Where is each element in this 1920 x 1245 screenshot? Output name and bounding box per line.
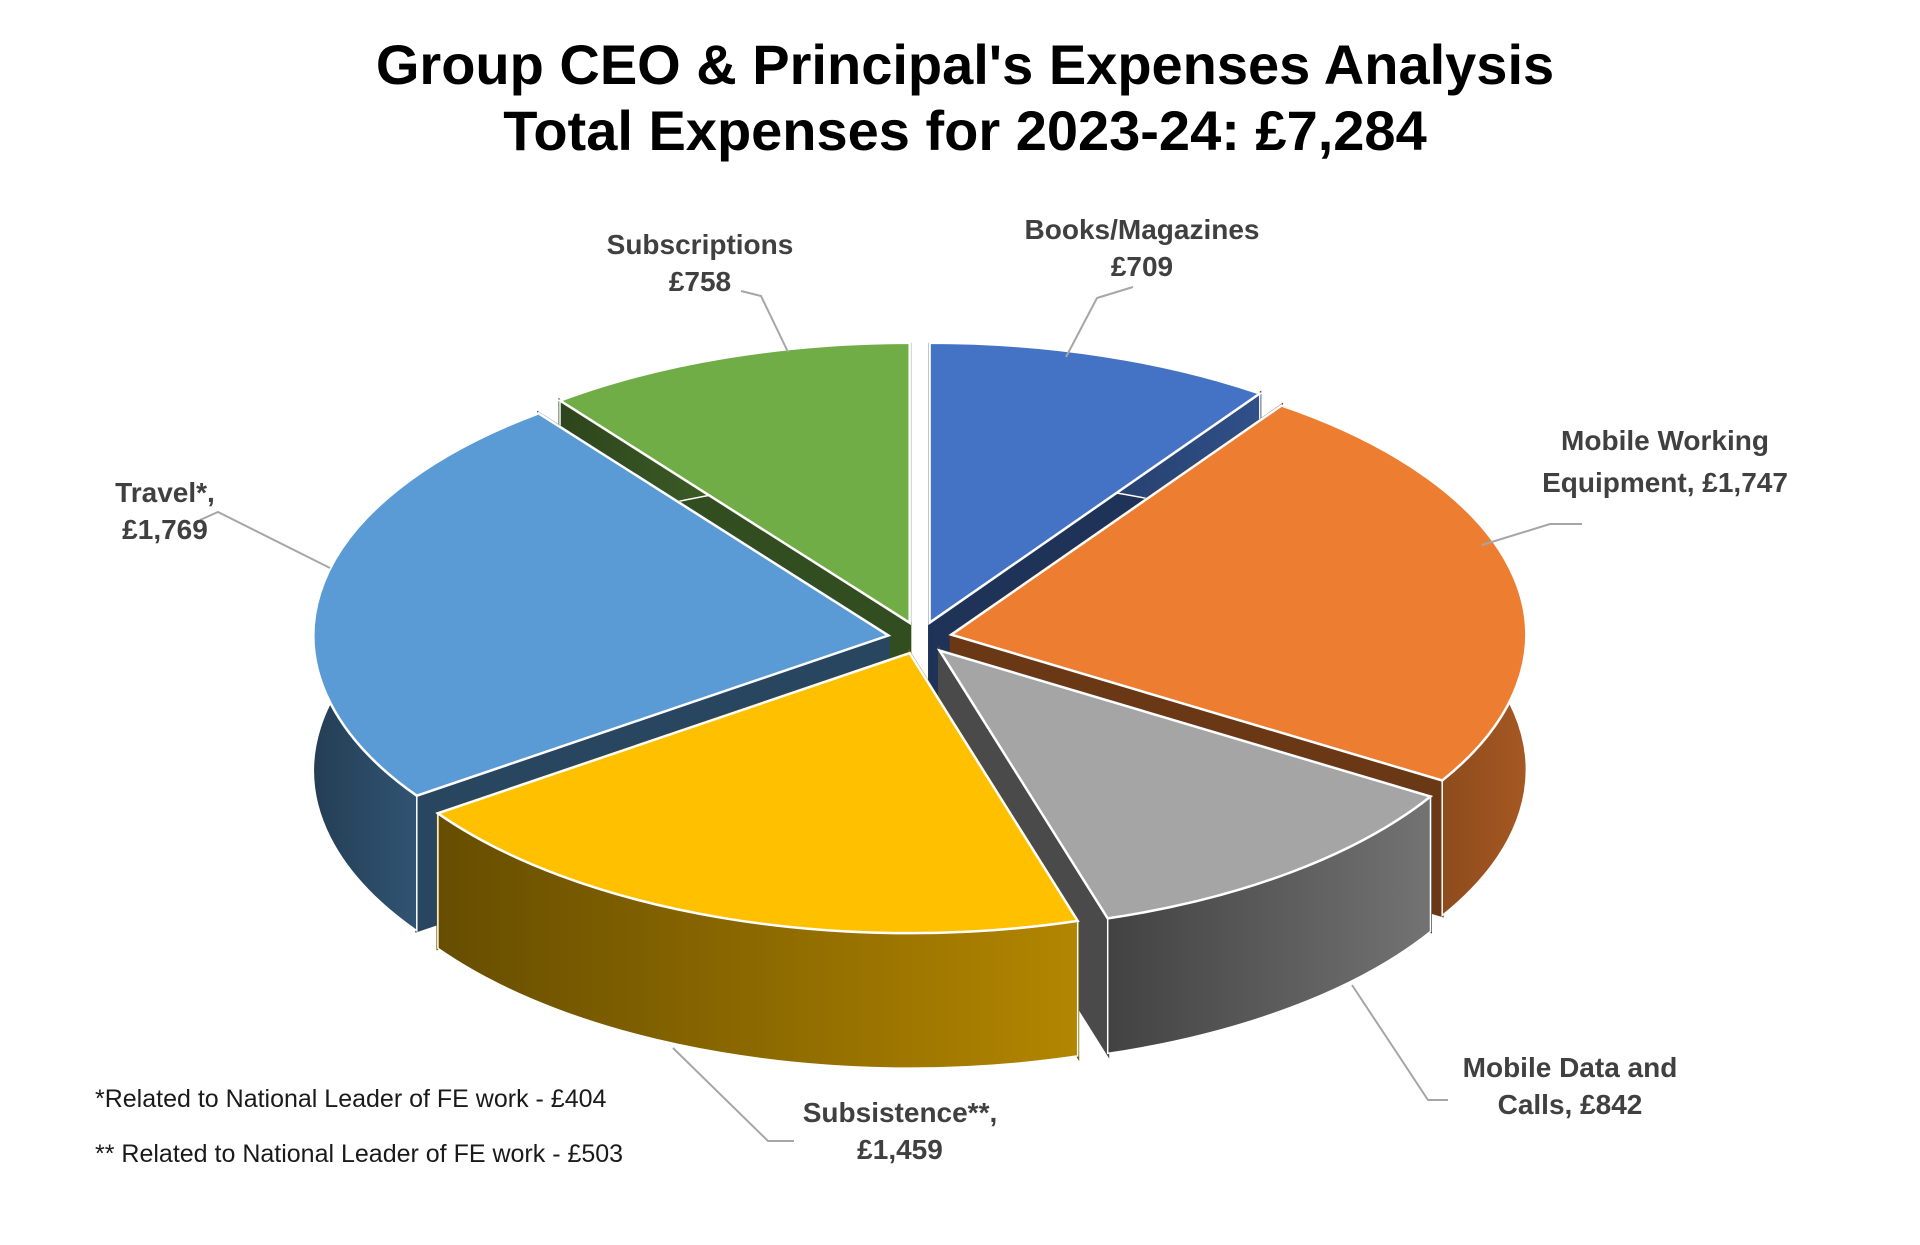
chart-title-line2: Total Expenses for 2023-24: £7,284	[503, 99, 1426, 162]
leader-line-subscriptions	[740, 290, 789, 353]
slice-label-mobile-data-and-calls-line1: Mobile Data and	[1463, 1052, 1678, 1083]
slice-label-travel-line1: Travel*,	[115, 477, 215, 508]
slice-label-mobile-data-and-calls-line2: Calls, £842	[1498, 1089, 1643, 1120]
slice-label-subsistence-line1: Subsistence**,	[803, 1097, 998, 1128]
slice-label-subscriptions-line1: Subscriptions	[607, 229, 794, 260]
slice-top-face	[948, 404, 1528, 782]
slice-label-books-magazines-line1: Books/Magazines	[1025, 214, 1260, 245]
slice-top-face	[312, 411, 892, 798]
slice-label-subsistence-line2: £1,459	[857, 1134, 943, 1165]
slice-label-travel-line2: £1,769	[122, 514, 208, 545]
pie-slice-subsistence	[435, 647, 1080, 1069]
slice-top-face	[435, 651, 1080, 935]
leader-line-mobile-working-equipment	[1481, 523, 1582, 546]
leader-line-books-magazines	[1065, 286, 1134, 358]
leader-line-subsistence	[672, 1047, 794, 1142]
leader-lines	[199, 286, 1582, 1142]
pie-plot-area	[312, 341, 1528, 1069]
slice-label-subscriptions-line2: £758	[669, 266, 731, 297]
leader-line-mobile-data-and-calls	[1351, 984, 1448, 1101]
slice-top-face	[936, 648, 1434, 920]
slice-top-face	[557, 341, 911, 626]
chart-title-line1: Group CEO & Principal's Expenses Analysi…	[376, 33, 1554, 96]
slice-top-face	[928, 341, 1263, 626]
footnote-subsistence: ** Related to National Leader of FE work…	[95, 1140, 623, 1168]
slice-label-mobile-working-equipment-line1: Mobile Working	[1561, 425, 1769, 456]
leader-line-travel	[199, 510, 331, 569]
footnote-travel: *Related to National Leader of FE work -…	[95, 1085, 606, 1113]
slice-label-mobile-working-equipment-line2: Equipment, £1,747	[1542, 467, 1788, 498]
slice-labels: Books/Magazines £709 Mobile Working Equipme…	[115, 214, 1788, 1165]
slice-label-books-magazines-line2: £709	[1111, 251, 1173, 282]
